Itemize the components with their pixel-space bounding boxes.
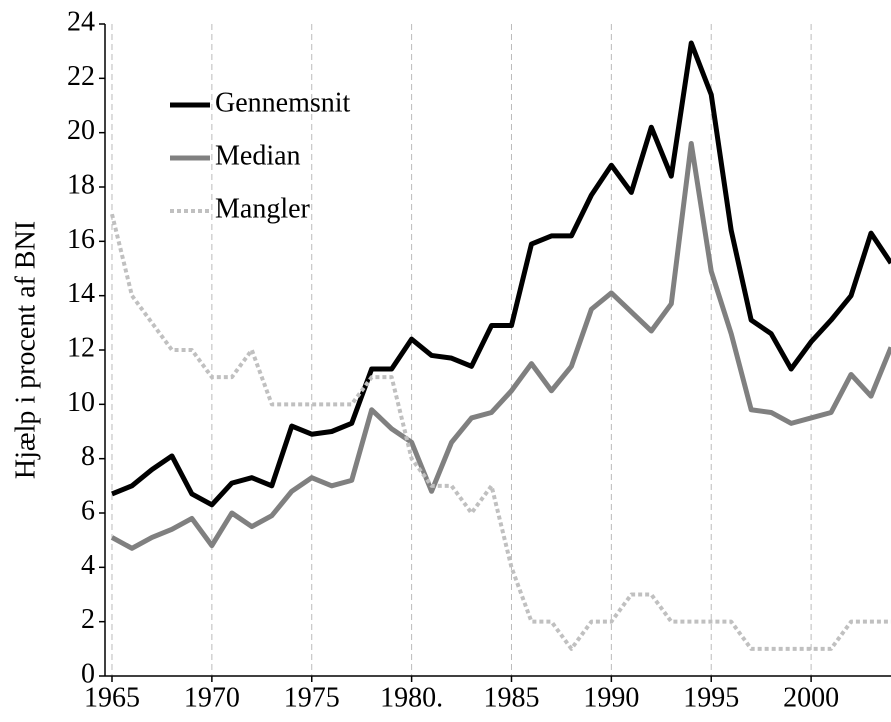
series-line (110, 213, 891, 651)
y-tick-label: 10 (67, 387, 95, 418)
y-tick-label: 0 (81, 658, 95, 689)
x-tick-label: 1995 (683, 682, 739, 713)
series-line (111, 40, 891, 508)
x-tick-label: 1975 (284, 682, 340, 713)
y-tick-label: 16 (67, 224, 95, 255)
y-tick-label: 14 (67, 278, 95, 309)
legend-label: Mangler (215, 193, 311, 224)
y-tick-label: 2 (81, 604, 95, 635)
y-tick-label: 24 (67, 6, 95, 37)
x-tick-label: 1970 (184, 682, 240, 713)
x-tick-label: 1985 (483, 682, 539, 713)
x-tick-label: 1980. (380, 682, 443, 713)
y-tick-label: 4 (81, 550, 95, 581)
x-tick-label: 1965 (84, 682, 140, 713)
y-tick-label: 6 (81, 495, 95, 526)
series-line (110, 141, 891, 551)
legend-label: Median (215, 140, 301, 171)
x-tick-label: 1990 (583, 682, 639, 713)
y-tick-label: 12 (67, 332, 95, 363)
y-tick-label: 20 (67, 115, 95, 146)
x-tick-label: 2000 (783, 682, 839, 713)
y-tick-label: 8 (81, 441, 95, 472)
y-tick-label: 18 (67, 169, 95, 200)
y-tick-label: 22 (67, 61, 95, 92)
y-axis-label: Hjælp i procent af BNI (10, 221, 41, 479)
legend-label: Gennemsnit (215, 87, 351, 118)
